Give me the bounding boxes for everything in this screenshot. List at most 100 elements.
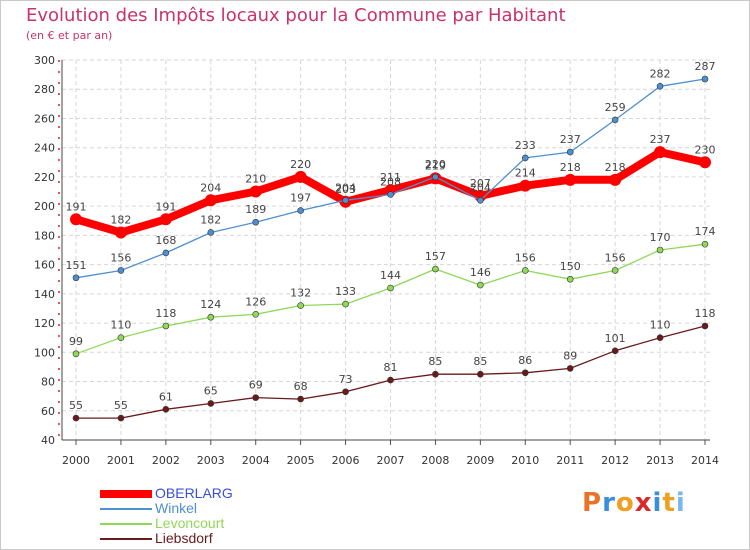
data-point-oberlarg: [114, 226, 127, 239]
label-layer: 191 182 191 204 210 220 203 211 219 207 214 218 218 2…: [66, 60, 716, 412]
data-point-winkel: [611, 116, 619, 124]
data-label: 204: [470, 181, 491, 194]
axis-layer: 40 60 80 100 120 140 160 180 200 220 240 260 280 300 2…: [34, 54, 719, 467]
data-label: 150: [560, 260, 581, 273]
data-point-liebsdorf: [252, 394, 260, 401]
data-point-oberlarg: [249, 185, 262, 198]
data-point-liebsdorf: [701, 322, 709, 330]
logo-letter: t: [662, 488, 676, 518]
data-label: 68: [294, 380, 308, 393]
data-label: 168: [155, 234, 176, 247]
y-tick-label: 80: [41, 376, 55, 389]
y-tick-label: 180: [34, 229, 55, 242]
data-point-winkel: [566, 148, 574, 156]
data-point-liebsdorf: [477, 370, 484, 378]
legend-label: Winkel: [155, 500, 198, 516]
data-point-oberlarg: [654, 146, 667, 159]
data-label: 144: [380, 269, 401, 282]
data-label: 65: [204, 384, 218, 397]
data-point-levoncourt: [477, 281, 484, 289]
y-tick-label: 100: [34, 346, 55, 359]
x-tick-label: 2008: [421, 454, 449, 467]
data-label: 118: [695, 307, 716, 320]
legend-item-liebsdorf: Liebsdorf: [100, 531, 213, 545]
data-point-winkel: [297, 207, 304, 214]
data-point-winkel: [387, 191, 394, 198]
data-point-levoncourt: [387, 284, 394, 292]
data-label: 182: [200, 213, 221, 226]
data-point-winkel: [701, 75, 709, 83]
data-label: 233: [515, 139, 536, 152]
data-point-levoncourt: [656, 246, 664, 254]
x-tick-label: 2002: [152, 454, 180, 467]
data-label: 89: [563, 349, 577, 362]
logo-letter: x: [634, 488, 653, 518]
x-tick-label: 2007: [377, 454, 405, 467]
x-tick-label: 2009: [466, 454, 494, 467]
legend-swatch: [100, 523, 152, 526]
data-label: 156: [110, 251, 131, 264]
data-label: 146: [470, 266, 491, 279]
y-tick-label: 220: [34, 171, 55, 184]
data-label: 218: [560, 161, 581, 174]
data-label: 69: [249, 379, 263, 392]
data-label: 170: [650, 231, 671, 244]
data-point-winkel: [207, 229, 215, 236]
x-tick-label: 2014: [691, 454, 719, 467]
data-point-winkel: [521, 154, 529, 162]
data-point-liebsdorf: [297, 395, 304, 403]
data-label: 214: [515, 167, 536, 180]
data-label: 208: [380, 175, 401, 188]
data-point-liebsdorf: [566, 365, 574, 372]
data-point-levoncourt: [432, 265, 439, 273]
x-tick-label: 2011: [556, 454, 584, 467]
data-label: 110: [650, 319, 671, 332]
data-label: 207: [470, 177, 491, 190]
data-label: 55: [69, 399, 83, 412]
legend-swatch: [100, 508, 152, 511]
y-tick-label: 40: [41, 434, 55, 447]
chart-subtitle: (en € et par an): [26, 29, 113, 42]
data-point-liebsdorf: [611, 347, 619, 355]
data-label: 73: [339, 373, 353, 386]
data-point-oberlarg: [70, 213, 82, 226]
chart-title: Evolution des Impôts locaux pour la Comm…: [26, 5, 566, 26]
data-label: 219: [425, 159, 446, 172]
data-point-oberlarg: [564, 173, 577, 186]
x-tick-label: 2010: [511, 454, 539, 467]
data-point-liebsdorf: [521, 369, 529, 377]
data-point-winkel: [117, 267, 125, 274]
data-label: 85: [473, 355, 487, 368]
data-label: 156: [605, 251, 626, 264]
data-point-liebsdorf: [387, 376, 394, 384]
data-label: 86: [518, 354, 532, 367]
legend-item-winkel: Winkel: [100, 501, 197, 515]
data-label: 204: [335, 181, 356, 194]
legend-label: Levoncourt: [155, 515, 225, 531]
logo-letter: i: [652, 488, 663, 518]
legend-item-levoncourt: Levoncourt: [100, 516, 224, 530]
logo-letter: i: [675, 488, 686, 518]
data-label: 182: [110, 213, 131, 226]
data-point-levoncourt: [207, 313, 215, 321]
data-point-liebsdorf: [342, 388, 349, 396]
data-point-levoncourt: [162, 322, 170, 330]
x-tick-label: 2000: [62, 454, 90, 467]
data-point-liebsdorf: [162, 406, 170, 413]
data-label: 156: [515, 251, 536, 264]
data-label: 132: [290, 287, 311, 300]
series-layer: [70, 75, 711, 422]
data-label: 259: [605, 101, 626, 114]
data-point-liebsdorf: [117, 414, 125, 422]
data-label: 282: [650, 67, 671, 80]
data-label: 197: [290, 192, 311, 205]
grid-layer: [62, 59, 710, 441]
data-label: 118: [155, 307, 176, 320]
data-label: 99: [69, 335, 83, 348]
data-label: 204: [200, 181, 221, 194]
y-tick-label: 240: [34, 142, 55, 155]
data-label: 287: [695, 60, 716, 73]
data-label: 101: [605, 332, 626, 345]
